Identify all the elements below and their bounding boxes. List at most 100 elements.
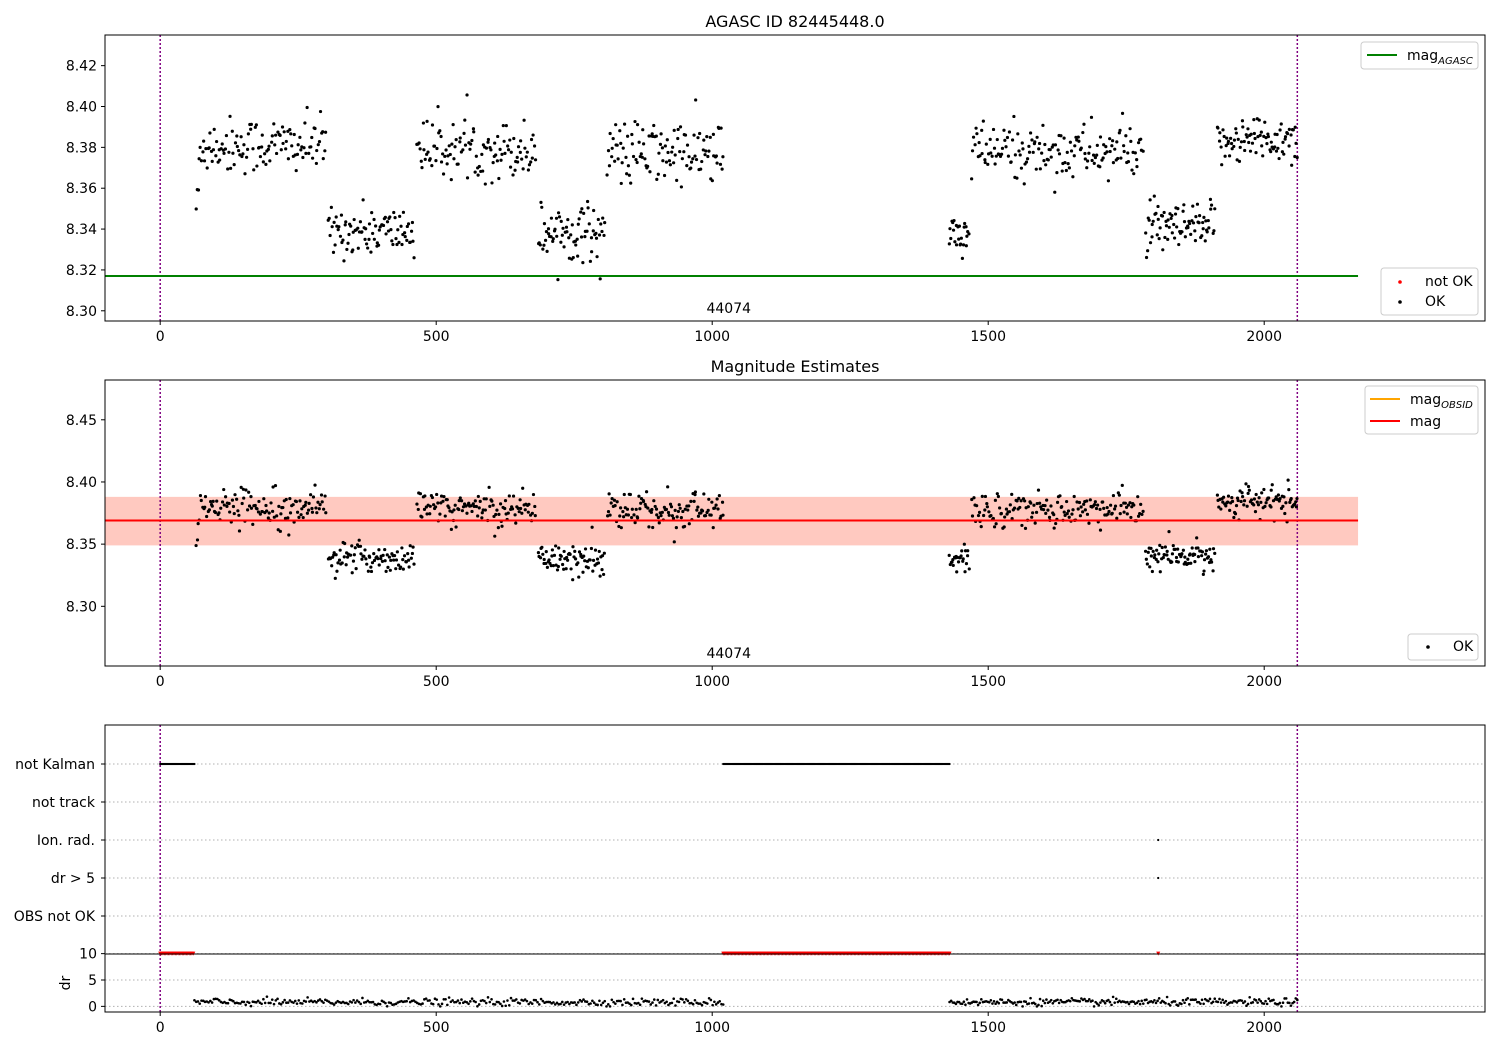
ok-point <box>1007 130 1012 134</box>
dr-point <box>1137 999 1140 1003</box>
dr-point <box>683 1001 686 1004</box>
dr-point <box>1091 999 1094 1002</box>
ok-point <box>1026 505 1030 509</box>
ok-point <box>560 233 564 237</box>
ok-point <box>1020 141 1024 145</box>
legend-marker-ok <box>1426 645 1430 649</box>
ok-point <box>358 544 363 548</box>
dr-point <box>437 1003 440 1006</box>
ok-point <box>989 151 993 155</box>
x-tick-label: 500 <box>423 329 450 345</box>
dr-point <box>949 999 953 1003</box>
ok-point <box>550 548 554 552</box>
ok-point <box>693 490 697 494</box>
ok-point <box>260 509 264 514</box>
ok-point <box>1219 145 1223 149</box>
ok-point <box>1225 136 1229 140</box>
dr-point <box>1045 998 1048 1001</box>
dr-point <box>1188 1003 1191 1006</box>
ok-point <box>400 546 404 550</box>
ok-point <box>588 259 592 263</box>
ok-point <box>434 158 438 163</box>
legend-label: OK <box>1425 294 1446 310</box>
ok-point <box>531 133 535 137</box>
ok-point <box>1005 135 1010 140</box>
ok-point <box>433 505 438 509</box>
ok-point <box>1246 484 1251 489</box>
ok-point <box>577 550 582 554</box>
ok-point <box>1281 140 1285 145</box>
dr-point <box>1288 1001 1291 1005</box>
ok-point <box>310 506 314 511</box>
ok-point <box>988 137 992 141</box>
ok-point <box>964 225 968 229</box>
ok-point <box>611 136 615 141</box>
dr-point <box>1014 1003 1018 1007</box>
ok-point <box>1295 155 1299 160</box>
dr-point <box>281 1001 285 1004</box>
ok-point <box>352 553 356 557</box>
ok-point <box>1200 550 1205 554</box>
ok-point <box>1028 131 1033 135</box>
ok-point <box>1021 147 1025 151</box>
ok-point <box>472 130 476 134</box>
ok-point <box>1217 139 1222 143</box>
ok-point <box>271 509 275 513</box>
ok-point <box>430 123 435 127</box>
ok-point <box>1234 127 1238 131</box>
ok-point <box>1219 507 1223 511</box>
ok-point <box>1104 145 1108 149</box>
ok-point <box>554 216 559 220</box>
ok-point <box>495 159 499 163</box>
ok-point <box>406 551 410 556</box>
ok-point <box>436 104 440 109</box>
ok-point <box>576 561 580 565</box>
ok-point <box>258 512 262 516</box>
ok-point <box>231 504 236 509</box>
ok-point <box>979 525 983 529</box>
ok-point <box>473 499 477 503</box>
ok-point <box>330 225 334 229</box>
ok-point <box>561 562 565 567</box>
dr-point <box>649 1003 653 1006</box>
ok-point <box>428 504 432 508</box>
ok-point <box>704 149 708 153</box>
ok-point <box>270 134 274 138</box>
ok-point <box>278 529 282 533</box>
ok-point <box>335 569 339 573</box>
ok-point <box>1182 220 1187 224</box>
ok-point <box>280 125 285 129</box>
dr-point <box>1141 1002 1145 1005</box>
ok-point <box>214 154 218 158</box>
dr-point <box>598 999 601 1003</box>
dr-point <box>1176 1004 1180 1007</box>
ok-point <box>1120 111 1125 115</box>
dr-point <box>1013 1001 1016 1004</box>
dr-point <box>364 1000 368 1004</box>
ok-point <box>586 206 590 210</box>
ok-point <box>1110 511 1114 515</box>
ok-point <box>202 139 206 143</box>
dr-point <box>585 1000 589 1003</box>
ok-point <box>614 123 618 127</box>
ok-point <box>1157 552 1161 556</box>
ok-point <box>284 139 288 144</box>
ok-point <box>425 512 429 516</box>
ok-point <box>336 561 340 565</box>
ok-point <box>516 145 521 149</box>
ok-point <box>317 507 321 511</box>
ok-point <box>533 514 537 518</box>
ok-point <box>1129 515 1133 520</box>
y-tick-label: 8.42 <box>66 59 97 75</box>
ok-point <box>333 576 337 580</box>
dr-point <box>1127 1002 1131 1006</box>
dr-point <box>346 1002 350 1006</box>
ok-point <box>652 123 656 128</box>
ok-point <box>329 205 333 210</box>
ok-point <box>370 561 375 565</box>
dr-point <box>263 1001 267 1005</box>
ok-point <box>469 142 473 146</box>
ok-point <box>1174 555 1179 560</box>
ok-point <box>1132 172 1136 176</box>
ok-point <box>490 499 494 503</box>
